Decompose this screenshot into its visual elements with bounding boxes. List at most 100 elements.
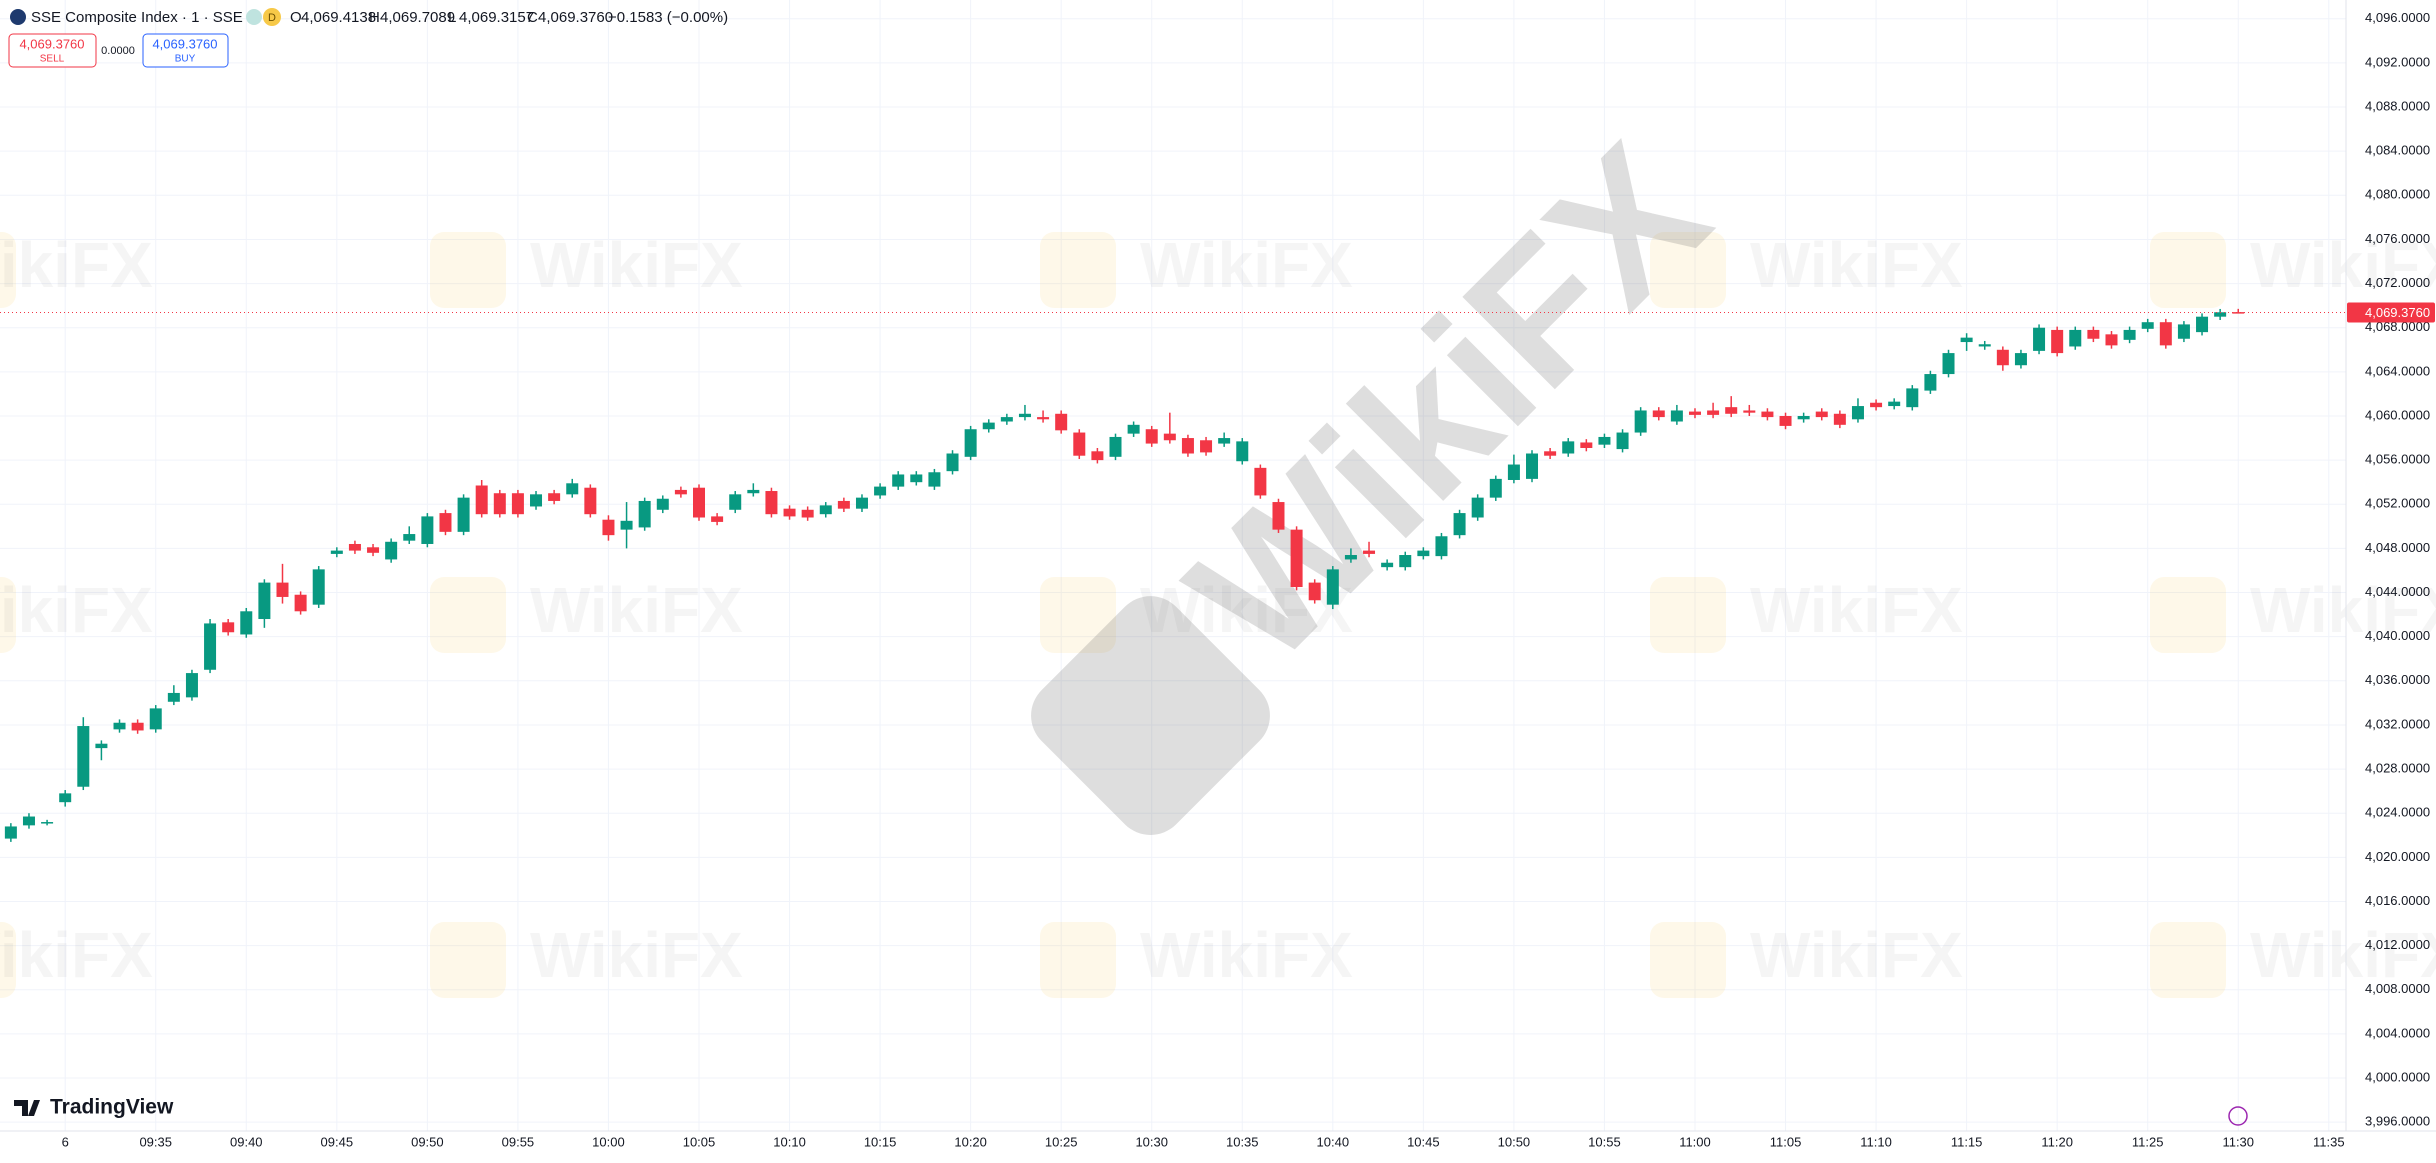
watermark-logo: [2150, 577, 2226, 653]
candle-body: [711, 516, 724, 522]
candle-body: [348, 543, 361, 551]
watermark-logo: [1040, 232, 1116, 308]
candle-body: [77, 726, 90, 787]
candle-body: [385, 541, 398, 560]
x-tick-label: 09:45: [321, 1134, 354, 1149]
candle-body: [2069, 329, 2082, 347]
candle-body: [4, 826, 17, 839]
buy-price[interactable]: 4,069.3760: [152, 36, 217, 51]
candle-body: [1417, 550, 1430, 557]
y-tick-label: 4,028.0000: [2365, 761, 2430, 776]
candle-body: [693, 487, 706, 518]
x-tick-label: 11:05: [1770, 1134, 1802, 1149]
candle-body: [837, 500, 850, 509]
candle-body: [1326, 569, 1339, 605]
candle-body: [1924, 374, 1937, 391]
candle-body: [1978, 344, 1991, 347]
candle-body: [874, 486, 887, 496]
candle-body: [584, 487, 597, 515]
candle-body: [1218, 438, 1231, 444]
candle-body: [1453, 513, 1466, 536]
candle-body: [41, 822, 54, 824]
candle-body: [1833, 413, 1846, 425]
watermark-text: WikiFX: [2250, 919, 2436, 991]
candle-body: [1200, 440, 1213, 453]
watermark-logo: [1031, 596, 1270, 836]
sell-label[interactable]: SELL: [40, 54, 65, 65]
y-tick-label: 4,008.0000: [2365, 981, 2430, 996]
candle-body: [1489, 478, 1502, 498]
y-tick-label: 3,996.0000: [2365, 1114, 2430, 1129]
axes: 3,996.0000 4,000.0000 4,004.0000 4,008.0000…: [62, 10, 2435, 1149]
candle-body: [819, 505, 832, 515]
logo: TradingView: [50, 1096, 174, 1119]
watermark-logo: [2150, 232, 2226, 308]
y-tick-label: 4,016.0000: [2365, 893, 2430, 908]
candle-body: [2014, 353, 2027, 366]
plot: [0, 308, 2346, 842]
watermark-text: WikiFX: [530, 229, 743, 301]
candle-body: [910, 474, 923, 483]
sell-button[interactable]: [8, 33, 97, 68]
watermark-logo: [1040, 577, 1116, 653]
y-tick-label: 4,040.0000: [2365, 628, 2430, 643]
watermark-text: WikiFX: [0, 229, 153, 301]
candle-body: [1018, 413, 1031, 418]
x-tick-label: 11:35: [2313, 1134, 2345, 1149]
ohlc-key: H: [369, 9, 380, 26]
y-tick-label: 4,044.0000: [2365, 584, 2430, 599]
last-price-tag: [2347, 302, 2435, 323]
alert-icon[interactable]: [2228, 1106, 2248, 1126]
sell-price[interactable]: 4,069.3760: [19, 36, 84, 51]
candle-body: [1743, 410, 1756, 413]
candle-body: [1507, 464, 1520, 480]
grid: [0, 0, 2346, 1131]
candle-body: [1797, 415, 1810, 420]
watermark-text: WikiFX: [1750, 229, 1963, 301]
x-tick-label: 6: [62, 1134, 69, 1149]
candle-body: [493, 493, 506, 515]
watermark-text: WikiFX: [1750, 919, 1963, 991]
candle-body: [149, 708, 162, 730]
last-price-label: 4,069.3760: [2365, 305, 2430, 320]
y-tick-label: 4,060.0000: [2365, 407, 2430, 422]
y-tick-label: 4,000.0000: [2365, 1069, 2430, 1084]
ohlc-key: L: [448, 9, 456, 26]
x-tick-label: 09:35: [139, 1134, 172, 1149]
x-tick-label: 09:55: [502, 1134, 535, 1149]
candle-body: [1815, 411, 1828, 418]
candle-body: [1960, 337, 1973, 343]
candle-body: [1544, 451, 1557, 456]
candle-body: [1236, 441, 1249, 462]
candle-body: [2196, 316, 2209, 333]
change: −0.1583 (−0.00%): [608, 9, 728, 26]
candle-body: [185, 673, 198, 698]
candle-body: [403, 534, 416, 541]
watermark-logo: [0, 922, 16, 998]
candle-body: [2159, 322, 2172, 346]
buy-label[interactable]: BUY: [175, 54, 196, 65]
candle-body: [1308, 582, 1321, 601]
watermark-text: WikiFX: [1140, 229, 1353, 301]
buy-button[interactable]: [142, 33, 229, 68]
candle-body: [1344, 555, 1357, 560]
watermark-logo: [0, 577, 16, 653]
watermark-text: WikiFX: [0, 574, 153, 646]
x-tick-label: 11:00: [1679, 1134, 1711, 1149]
candle-body: [656, 498, 669, 510]
candle-body: [1471, 497, 1484, 518]
candle-body: [1634, 410, 1647, 433]
candle-body: [566, 483, 579, 495]
candle-body: [2033, 327, 2046, 351]
x-tick-label: 10:05: [683, 1134, 716, 1149]
candle-body: [1000, 417, 1013, 422]
candle-body: [59, 793, 72, 803]
x-tick-label: 09:50: [411, 1134, 444, 1149]
candle-body: [2177, 324, 2190, 339]
y-tick-label: 4,052.0000: [2365, 496, 2430, 511]
candle-body: [602, 519, 615, 536]
watermark-text: WikiFX: [1750, 574, 1963, 646]
candle-body: [855, 497, 868, 509]
watermark-logo: [1650, 922, 1726, 998]
